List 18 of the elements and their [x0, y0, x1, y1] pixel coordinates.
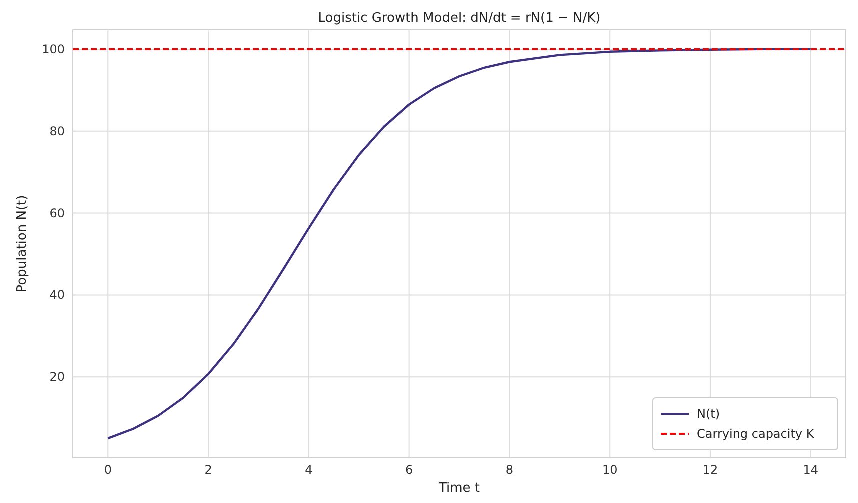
x-tick-label: 12: [702, 463, 718, 477]
x-tick-label: 14: [803, 463, 819, 477]
y-tick-label: 80: [50, 124, 65, 138]
x-tick-label: 0: [104, 463, 112, 477]
chart-title: Logistic Growth Model: dN/dt = rN(1 − N/K): [318, 11, 601, 26]
x-tick-label: 6: [405, 463, 414, 477]
x-tick-label: 2: [204, 463, 212, 477]
x-tick-label: 10: [602, 463, 618, 477]
y-tick-label: 60: [50, 206, 65, 220]
x-axis-title: Time t: [438, 481, 480, 496]
x-tick-label: 4: [305, 463, 313, 477]
y-tick-label: 40: [50, 288, 65, 302]
legend-label: N(t): [697, 407, 720, 421]
y-axis-title: Population N(t): [15, 195, 30, 293]
y-tick-label: 20: [50, 370, 65, 384]
y-tick-label: 100: [42, 42, 65, 56]
x-tick-label: 8: [506, 463, 514, 477]
legend-label: Carrying capacity K: [697, 427, 816, 441]
